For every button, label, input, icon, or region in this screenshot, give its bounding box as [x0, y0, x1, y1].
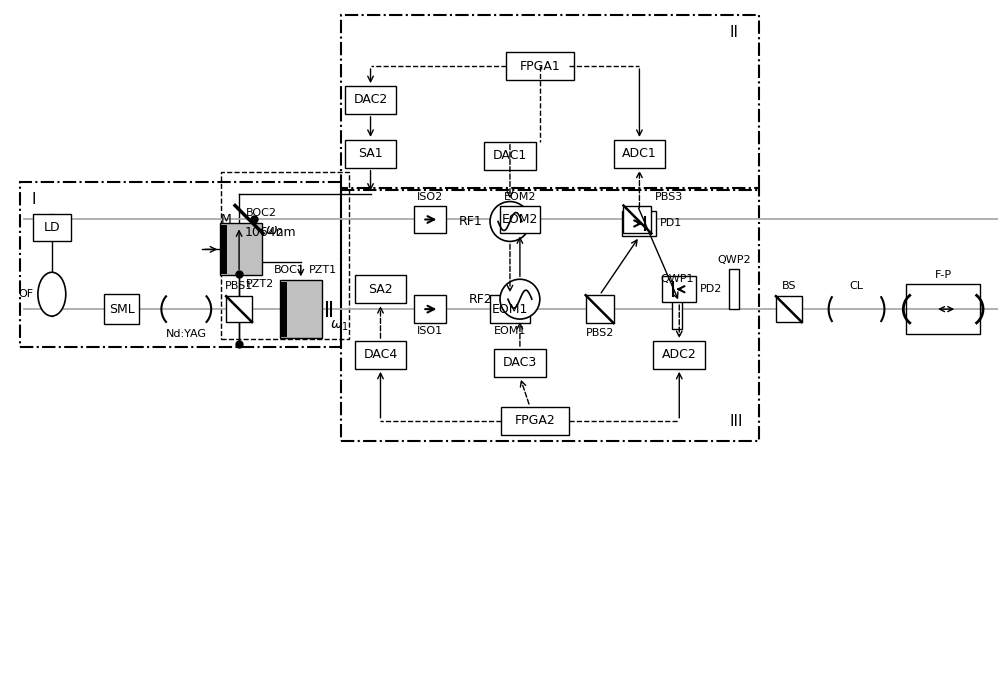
- Text: PZT2: PZT2: [246, 279, 274, 289]
- Text: DAC1: DAC1: [493, 149, 527, 162]
- Text: CL: CL: [850, 281, 864, 291]
- Text: PBS3: PBS3: [655, 191, 684, 202]
- Text: FPGA1: FPGA1: [519, 60, 560, 73]
- Text: BS: BS: [782, 281, 796, 291]
- Bar: [672, 289, 682, 329]
- Text: BOC2: BOC2: [246, 208, 277, 219]
- Bar: [622, 210, 656, 236]
- Text: QWP1: QWP1: [661, 274, 694, 285]
- Text: ISO1: ISO1: [417, 326, 443, 336]
- Bar: [341, 16, 759, 189]
- Text: EOM2: EOM2: [504, 191, 536, 202]
- Bar: [355, 275, 406, 303]
- Bar: [33, 213, 71, 242]
- Text: DAC3: DAC3: [503, 356, 537, 369]
- Text: DAC2: DAC2: [353, 94, 388, 107]
- Bar: [345, 140, 396, 168]
- Bar: [280, 280, 322, 338]
- Bar: [906, 285, 980, 334]
- Bar: [776, 296, 802, 322]
- Text: RF2: RF2: [468, 293, 492, 306]
- Text: LD: LD: [44, 221, 60, 234]
- Text: F-P: F-P: [935, 270, 952, 280]
- Circle shape: [500, 279, 540, 319]
- Bar: [104, 294, 139, 324]
- Text: SML: SML: [109, 303, 134, 316]
- Bar: [226, 296, 252, 322]
- Bar: [484, 142, 536, 170]
- Bar: [414, 295, 446, 323]
- Text: 1064nm: 1064nm: [245, 226, 297, 239]
- Bar: [355, 341, 406, 369]
- Bar: [220, 223, 262, 275]
- Text: PD2: PD2: [700, 285, 723, 294]
- Bar: [653, 341, 705, 369]
- Text: EOM1: EOM1: [494, 326, 526, 336]
- Text: I: I: [32, 191, 36, 206]
- Bar: [614, 140, 665, 168]
- Text: PBS1: PBS1: [225, 281, 253, 291]
- Text: III: III: [729, 414, 743, 428]
- Ellipse shape: [38, 272, 66, 316]
- Bar: [586, 295, 614, 323]
- Bar: [506, 52, 574, 80]
- Text: PD1: PD1: [660, 219, 683, 228]
- Bar: [500, 206, 540, 234]
- Text: PBS2: PBS2: [585, 328, 614, 338]
- Text: SA1: SA1: [358, 147, 383, 160]
- Text: Nd:YAG: Nd:YAG: [166, 329, 207, 339]
- Text: $\omega_2$: $\omega_2$: [265, 225, 284, 239]
- Circle shape: [490, 202, 530, 242]
- Bar: [345, 86, 396, 114]
- Text: ISO2: ISO2: [417, 191, 443, 202]
- Text: $\omega_1$: $\omega_1$: [330, 319, 349, 333]
- Text: ADC2: ADC2: [662, 348, 697, 361]
- Bar: [341, 187, 759, 441]
- Text: M: M: [220, 213, 231, 226]
- Bar: [501, 407, 569, 435]
- Text: SA2: SA2: [368, 282, 393, 296]
- Text: II: II: [729, 25, 738, 40]
- Text: DAC4: DAC4: [363, 348, 398, 361]
- Bar: [662, 276, 696, 302]
- Text: EOM1: EOM1: [492, 303, 528, 316]
- Text: OF: OF: [19, 289, 34, 299]
- Bar: [20, 182, 341, 347]
- Text: ADC1: ADC1: [622, 147, 657, 160]
- Bar: [623, 206, 651, 234]
- Bar: [494, 349, 546, 377]
- Text: BOC1: BOC1: [273, 265, 304, 275]
- Text: EOM2: EOM2: [502, 213, 538, 226]
- Bar: [221, 172, 349, 339]
- Text: PZT1: PZT1: [309, 265, 337, 275]
- Bar: [414, 206, 446, 234]
- Text: FPGA2: FPGA2: [514, 414, 555, 427]
- Bar: [490, 295, 530, 323]
- Bar: [729, 270, 739, 309]
- Text: RF1: RF1: [458, 215, 482, 228]
- Text: QWP2: QWP2: [717, 255, 751, 265]
